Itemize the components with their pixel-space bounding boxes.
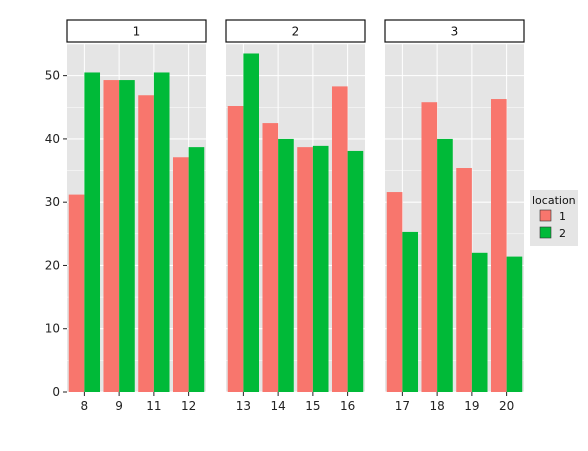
y-tick-label: 0 (52, 385, 60, 399)
x-tick-label: 18 (429, 399, 444, 413)
bar-location-2-cat-19 (471, 252, 488, 392)
x-tick-label: 8 (81, 399, 89, 413)
x-tick-label: 17 (395, 399, 410, 413)
y-tick-label: 20 (45, 258, 60, 272)
bar-location-2-cat-14 (278, 138, 294, 392)
bar-location-2-cat-9 (119, 80, 135, 392)
y-tick-label: 50 (45, 69, 60, 83)
legend-box (530, 190, 578, 246)
bar-location-2-cat-18 (437, 138, 453, 392)
facet-strip (225, 19, 366, 43)
bar-location-1-cat-17 (386, 192, 403, 392)
bar-location-1-cat-18 (421, 102, 438, 392)
facet-panel-3: 3 17 18 19 20 (384, 19, 525, 413)
bar-location-1-cat-13 (227, 106, 244, 393)
bar-location-1-cat-8 (68, 194, 85, 392)
bar-location-2-cat-15 (312, 145, 329, 392)
facet-panel-1: 1 8 9 11 12 (66, 19, 207, 413)
bar-location-2-cat-20 (506, 256, 523, 392)
legend-swatch-2 (539, 226, 552, 239)
bar-location-2-cat-17 (402, 231, 419, 392)
bar-location-1-cat-12 (172, 157, 189, 392)
x-tick-label: 11 (146, 399, 161, 413)
bar-location-1-cat-19 (456, 168, 472, 392)
bar-location-1-cat-14 (262, 123, 279, 392)
facet-strip-label: 1 (133, 25, 141, 39)
x-tick-label: 20 (499, 399, 514, 413)
facet-strip-label: 2 (292, 25, 300, 39)
facet-strip (66, 19, 207, 43)
x-tick-label: 12 (181, 399, 196, 413)
x-tick-label: 14 (270, 399, 285, 413)
bar-location-1-cat-9 (103, 80, 120, 392)
x-tick-label: 16 (340, 399, 355, 413)
y-tick-label: 40 (45, 132, 60, 146)
x-tick-label: 13 (236, 399, 251, 413)
x-tick-label: 19 (464, 399, 479, 413)
y-tick-label: 10 (45, 322, 60, 336)
bar-location-2-cat-12 (188, 147, 205, 392)
y-tick-label: 30 (45, 195, 60, 209)
bar-location-2-cat-8 (84, 72, 101, 393)
y-axis: 0 10 20 30 40 50 (45, 69, 67, 399)
legend-label-2: 2 (559, 227, 566, 240)
x-tick-label: 9 (115, 399, 123, 413)
legend: location 1 2 (530, 190, 578, 246)
facet-strip-label: 3 (451, 25, 459, 39)
bar-location-1-cat-11 (138, 95, 154, 392)
legend-swatch-1 (539, 209, 552, 222)
bar-location-1-cat-16 (331, 86, 348, 392)
bar-location-1-cat-20 (490, 99, 507, 392)
bar-location-2-cat-16 (347, 150, 364, 392)
facet-strip (384, 19, 525, 43)
legend-label-1: 1 (559, 210, 566, 223)
facet-panel-2: 2 13 14 15 16 (225, 19, 366, 413)
bar-location-2-cat-11 (153, 72, 170, 393)
x-tick-label: 15 (305, 399, 320, 413)
bar-location-1-cat-15 (297, 147, 313, 392)
bar-location-2-cat-13 (243, 53, 260, 393)
legend-title: location (532, 194, 576, 207)
